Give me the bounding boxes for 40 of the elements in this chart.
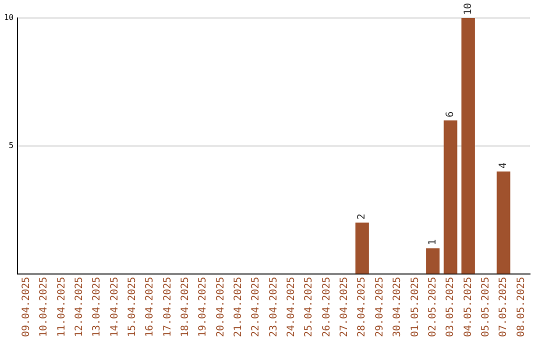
x-tick-label: 26.04.2025 xyxy=(321,276,332,338)
x-tick-label: 10.04.2025 xyxy=(38,276,50,338)
x-tick-label: 30.04.2025 xyxy=(392,276,404,338)
data-label: 2 xyxy=(356,214,368,220)
x-tick-label: 14.04.2025 xyxy=(109,276,120,338)
bar xyxy=(444,120,458,274)
x-tick-label: 17.04.2025 xyxy=(162,276,174,338)
x-tick-label: 07.05.2025 xyxy=(498,276,510,338)
x-tick-label: 20.04.2025 xyxy=(215,276,226,338)
data-label: 1 xyxy=(427,239,438,246)
bar xyxy=(496,171,510,274)
x-tick-label: 01.05.2025 xyxy=(410,276,421,338)
data-label: 6 xyxy=(445,111,456,118)
x-tick-label: 15.04.2025 xyxy=(127,276,138,338)
x-tick-label: 22.04.2025 xyxy=(250,276,262,338)
x-tick-label: 27.04.2025 xyxy=(339,276,350,338)
x-tick-label: 08.05.2025 xyxy=(516,276,527,338)
y-tick-label: 5 xyxy=(8,140,14,150)
x-tick-label: 13.04.2025 xyxy=(92,276,103,338)
x-tick-label: 09.04.2025 xyxy=(21,276,32,338)
x-tick-label: 02.05.2025 xyxy=(427,276,438,338)
x-tick-label: 28.04.2025 xyxy=(356,276,368,338)
x-tick-label: 03.05.2025 xyxy=(445,276,456,338)
x-tick-label: 19.04.2025 xyxy=(198,276,209,338)
x-tick-label: 29.04.2025 xyxy=(374,276,386,338)
x-tick-label: 24.04.2025 xyxy=(286,276,298,338)
x-tick-label: 05.05.2025 xyxy=(480,276,492,338)
x-tick-label: 04.05.2025 xyxy=(462,276,474,338)
x-tick-label: 11.04.2025 xyxy=(56,276,68,338)
x-tick-label: 25.04.2025 xyxy=(304,276,315,338)
x-tick-label: 23.04.2025 xyxy=(268,276,280,338)
bar xyxy=(426,248,440,274)
x-tick-label: 21.04.2025 xyxy=(233,276,244,338)
data-label: 4 xyxy=(498,162,510,168)
x-tick-label: 16.04.2025 xyxy=(144,276,156,338)
bar xyxy=(461,18,475,274)
bar xyxy=(355,222,369,274)
x-tick-label: 18.04.2025 xyxy=(180,276,192,338)
x-tick-label: 12.04.2025 xyxy=(74,276,86,338)
data-label: 10 xyxy=(462,2,474,15)
